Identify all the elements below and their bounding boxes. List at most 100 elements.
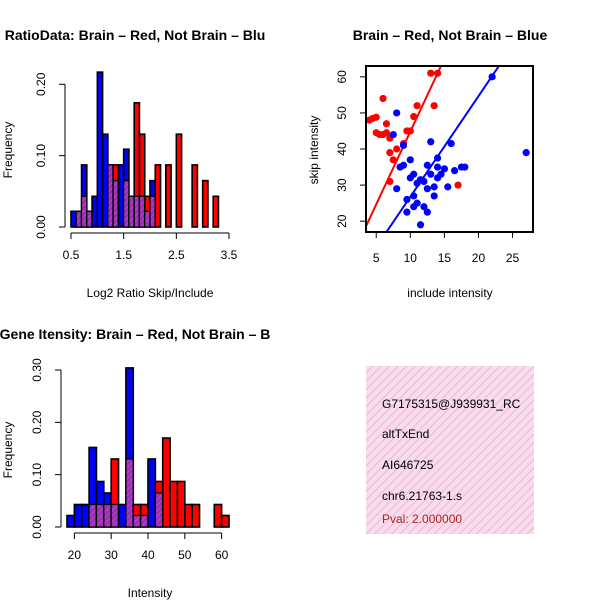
not-brain-point [413,199,421,207]
intensity-bar [147,458,157,528]
intensity-overlap-bar [88,503,98,528]
not-brain-point [427,170,435,178]
brain-point [372,113,380,121]
intensity-bar [176,480,186,528]
brain-point [427,69,435,77]
not-brain-point [393,109,401,117]
info-location: chr6.21763-1.s [382,489,462,503]
intensity-overlap-bar [132,514,142,528]
info-accession: AI646725 [382,458,434,472]
info-panel-hatch [366,366,534,534]
not-brain-point [389,130,397,139]
not-brain-point [437,170,445,178]
scatter-points [366,66,530,232]
intensity-overlap-bar [110,503,120,528]
brain-point [389,156,397,164]
not-brain-point [461,163,469,171]
ratio-y-label: Frequency [1,122,15,179]
ratio-bar [212,195,220,228]
intensity-x-label: Intensity [128,586,173,600]
ratio-bar [154,164,162,228]
not-brain-point [420,203,428,211]
intensity-overlap-bar [125,458,134,528]
ratio-histogram-panel: RatioData: Brain – Red, Not Brain – Blu … [1,27,265,300]
brain-point [386,149,394,157]
not-brain-point [444,183,452,191]
intensity-overlap-bar [140,514,149,528]
not-brain-point [447,139,455,148]
intensity-bar [73,503,83,528]
brain-point [413,102,421,110]
intensity-y-tick-label: 0.10 [30,463,44,487]
info-pval: Pval: 2.000000 [382,512,462,526]
intensity-y-label: Frequency [1,422,15,479]
intensity-x-tick-label: 60 [215,548,229,562]
intensity-bar [161,437,171,528]
scatter-title: Brain – Red, Not Brain – Blue [353,27,548,43]
not-brain-point [423,161,431,169]
ratio-x-label: Log2 Ratio Skip/Include [87,286,214,300]
not-brain-point [399,141,408,149]
info-probe-id: G7175315@J939931_RC [382,397,521,411]
not-brain-point [416,221,425,229]
not-brain-point [522,149,530,157]
not-brain-point [440,165,448,173]
ratio-x-tick-label: 3.5 [221,248,238,262]
scatter-x-tick-label: 10 [404,251,418,265]
ratio-bar [201,179,209,228]
info-panel: G7175315@J939931_RC altTxEnd AI646725 ch… [366,366,534,534]
scatter-axes: 5 10 15 20 25 20 30 40 50 60 [335,65,534,265]
scatter-x-tick-label: 20 [472,251,486,265]
intensity-bar [66,514,76,528]
intensity-y-tick-label: 0.30 [30,358,44,382]
ratio-bar [175,133,183,228]
scatter-x-tick-label: 5 [373,251,380,265]
not-brain-point [433,163,442,171]
not-brain-point [399,161,408,169]
intensity-bar [184,503,193,528]
intensity-overlap-bar [154,492,164,528]
ratio-x-tick-label: 1.5 [115,248,132,262]
intensity-histogram-title: Gene Itensity: Brain – Red, Not Brain – … [0,326,270,342]
intensity-y-tick-label: 0.00 [30,515,44,539]
intensity-histogram-bars [66,367,230,528]
not-brain-point [403,208,411,216]
ratio-y-tick-label: 0.00 [34,215,48,239]
intensity-bar [213,503,223,528]
ratio-y-tick-label: 0.20 [34,72,48,96]
intensity-bar [220,514,230,528]
not-brain-point [423,208,431,216]
scatter-y-tick-label: 60 [335,70,349,84]
not-brain-point [451,167,459,175]
intensity-y-tick-label: 0.20 [30,410,44,434]
intensity-overlap-bar [95,503,105,528]
intensity-bar [117,503,127,528]
scatter-x-tick-label: 15 [438,251,452,265]
intensity-histogram-axes: 20 30 40 50 60 0.00 0.10 0.20 0.30 [30,358,229,562]
scatter-x-label: include intensity [407,286,492,300]
scatter-y-tick-label: 40 [335,142,349,156]
scatter-y-tick-label: 50 [335,106,349,120]
not-brain-point [410,170,418,178]
ratio-bar [165,164,172,228]
not-brain-point [430,192,438,200]
ratio-histogram-bars [70,71,220,228]
ratio-x-tick-label: 0.5 [63,248,80,262]
scatter-y-label: skip intensity [307,116,321,185]
intensity-histogram-panel: Gene Itensity: Brain – Red, Not Brain – … [0,326,270,600]
intensity-bar [80,503,90,528]
scatter-y-tick-label: 30 [335,178,349,192]
scatter-y-tick-label: 20 [335,214,349,228]
intensity-x-tick-label: 40 [141,548,155,562]
scatter-panel: Brain – Red, Not Brain – Blue 5 10 15 20 25 2… [307,27,547,300]
brain-point [382,129,391,137]
not-brain-fit-line [385,66,500,232]
brain-point [393,145,401,153]
info-event-type: altTxEnd [382,427,429,441]
intensity-overlap-bar [103,503,112,528]
brain-point [430,102,438,110]
brain-point [454,181,462,189]
intensity-x-tick-label: 20 [68,548,82,562]
scatter-x-tick-label: 25 [506,251,520,265]
